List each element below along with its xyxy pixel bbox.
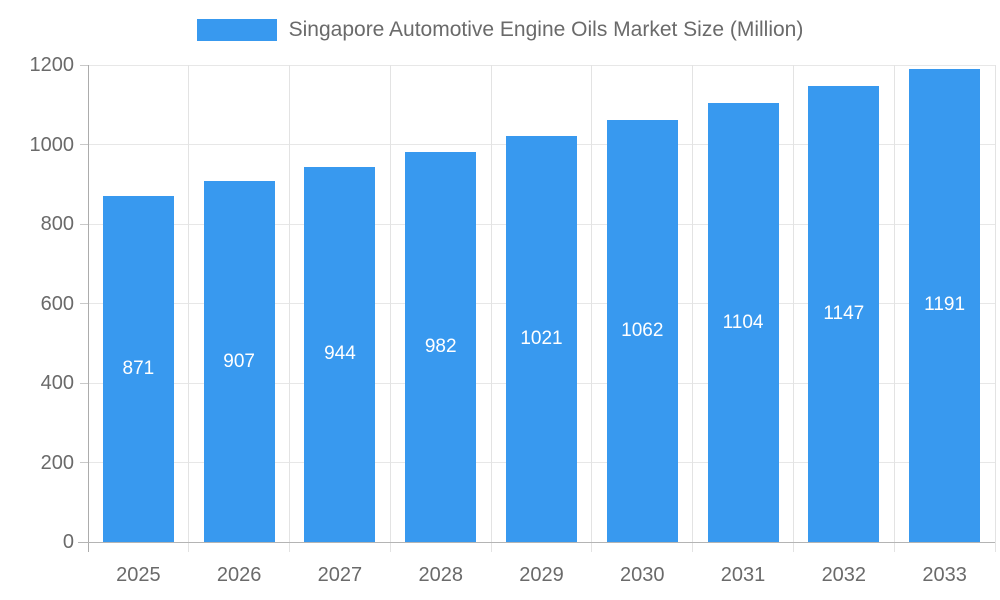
x-tick-label: 2029 xyxy=(519,564,564,586)
y-tick-label: 600 xyxy=(40,292,74,315)
bar-value-label: 871 xyxy=(122,357,155,379)
v-gridline xyxy=(792,65,794,552)
v-gridline xyxy=(289,65,291,552)
bar-value-label: 1147 xyxy=(823,303,865,325)
y-axis-tick xyxy=(80,144,88,145)
v-gridline xyxy=(591,65,593,552)
bar-2028: 982 xyxy=(405,151,477,542)
bar-value-label: 1062 xyxy=(621,319,664,341)
bar-value-label: 1104 xyxy=(722,311,764,333)
x-axis-line xyxy=(78,542,995,543)
legend-label: Singapore Automotive Engine Oils Market … xyxy=(288,18,804,41)
plot-area: 871 907 944 982 1021 1062 1104 1147 1191 xyxy=(78,64,996,552)
h-gridline xyxy=(88,64,995,66)
bar-value-label: 1191 xyxy=(924,294,966,316)
y-axis-tick xyxy=(80,382,88,384)
x-tick-label: 2032 xyxy=(821,564,867,586)
y-axis-line xyxy=(88,65,89,552)
x-tick-label: 2027 xyxy=(317,564,363,586)
y-tick-label: 0 xyxy=(62,531,74,553)
bar-2025: 871 xyxy=(102,195,174,542)
bar-value-label: 907 xyxy=(223,350,255,372)
bar-2033: 1191 xyxy=(909,68,981,542)
x-tick-label: 2028 xyxy=(418,564,463,586)
bar-2030: 1062 xyxy=(606,119,678,542)
legend-swatch-icon xyxy=(196,19,277,41)
y-axis-tick xyxy=(80,64,88,66)
bar-value-label: 1021 xyxy=(520,328,563,350)
v-gridline xyxy=(893,65,895,552)
x-tick-label: 2026 xyxy=(216,564,262,586)
x-tick-label: 2025 xyxy=(116,564,161,586)
y-tick-label: 800 xyxy=(40,213,74,235)
y-axis-tick xyxy=(80,303,88,304)
x-tick-label: 2033 xyxy=(922,564,967,586)
y-tick-label: 1200 xyxy=(29,54,75,76)
bar-2032: 1147 xyxy=(808,86,880,542)
bar-2027: 944 xyxy=(304,166,376,542)
bar-2026: 907 xyxy=(203,181,275,542)
y-tick-label: 200 xyxy=(40,451,74,474)
x-tick-label: 2030 xyxy=(620,564,665,586)
y-tick-label: 400 xyxy=(40,372,74,394)
chart-legend[interactable]: Singapore Automotive Engine Oils Market … xyxy=(0,18,1000,42)
x-tick-label: 2031 xyxy=(720,564,766,586)
bar-value-label: 944 xyxy=(324,343,356,365)
bar-value-label: 982 xyxy=(424,335,457,357)
bar-2031: 1104 xyxy=(707,103,779,542)
v-gridline xyxy=(692,65,694,552)
y-axis-tick xyxy=(80,223,88,225)
v-gridline xyxy=(188,65,190,552)
y-axis-tick xyxy=(80,462,88,463)
v-gridline xyxy=(490,65,492,552)
y-tick-label: 1000 xyxy=(29,133,75,156)
v-gridline xyxy=(994,65,996,552)
v-gridline xyxy=(389,65,391,552)
bar-2029: 1021 xyxy=(506,136,577,542)
